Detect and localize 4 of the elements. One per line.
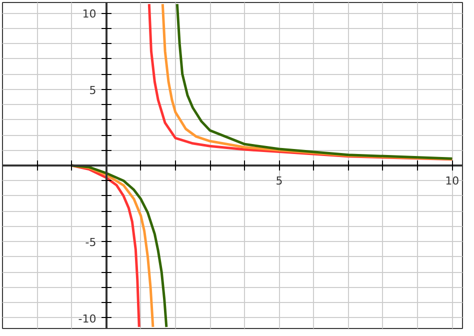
y-tick-label: -10 (78, 312, 96, 326)
y-tick-label: 10 (82, 8, 96, 21)
y-tick-label: 5 (89, 84, 96, 97)
y-tick-label: -5 (85, 236, 96, 250)
